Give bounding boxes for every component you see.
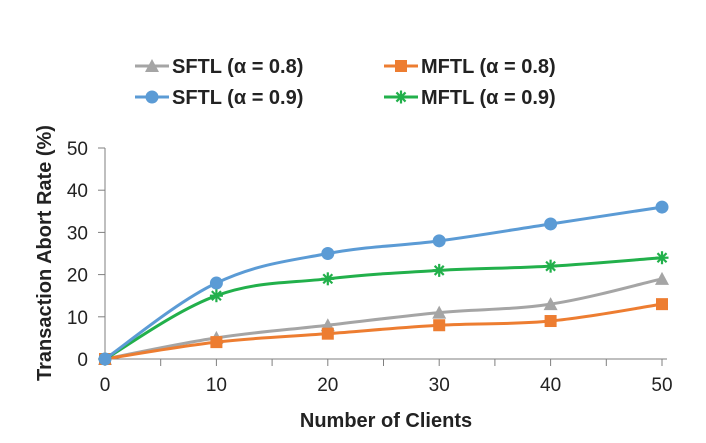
x-tick-label: 10	[206, 375, 227, 396]
series-line-circle	[104, 205, 663, 361]
series-line-triangle	[104, 277, 663, 361]
legend-marker-triangle	[145, 59, 159, 72]
data-point-star	[544, 259, 558, 273]
series-line-star	[104, 256, 663, 361]
y-tick-labels: 0 10 20 30 40 50	[67, 139, 105, 371]
series-line-square	[104, 302, 663, 361]
data-point-circle	[544, 217, 558, 231]
x-tick-label: 30	[429, 375, 450, 396]
data-point-star	[321, 272, 335, 286]
data-point-circle	[209, 276, 223, 290]
legend-label: SFTL (α = 0.9)	[172, 87, 303, 109]
data-point-circle	[98, 352, 112, 366]
y-axis-title: Transaction Abort Rate (%)	[34, 125, 56, 381]
y-tick-label: 50	[67, 139, 88, 160]
x-tick-label: 0	[100, 375, 111, 396]
legend-label: MFTL (α = 0.9)	[421, 87, 556, 109]
y-tick-label: 20	[67, 266, 88, 287]
data-point-triangle	[432, 305, 447, 319]
x-tick-labels: 0 10 20 30 40 50	[100, 359, 673, 396]
y-tick-label: 0	[77, 350, 88, 371]
data-point-square	[433, 319, 446, 332]
data-point-square	[321, 327, 334, 340]
data-point-circle	[321, 247, 335, 260]
data-point-circle	[655, 200, 669, 214]
data-point-star	[209, 289, 223, 303]
data-point-star	[432, 263, 446, 277]
legend-item: MFTL (α = 0.8)	[384, 56, 556, 78]
y-tick-label: 40	[67, 181, 88, 202]
legend-item: SFTL (α = 0.8)	[135, 56, 303, 78]
legend-item: SFTL (α = 0.9)	[135, 87, 303, 109]
legend-marker-star	[394, 90, 408, 104]
data-point-square	[544, 315, 557, 328]
data-point-star	[655, 251, 669, 265]
x-tick-label: 40	[540, 375, 561, 396]
y-tick-label: 30	[67, 223, 88, 244]
legend-label: MFTL (α = 0.8)	[421, 56, 556, 78]
data-point-circle	[432, 234, 446, 248]
data-point-square	[656, 298, 668, 311]
legend-label: SFTL (α = 0.8)	[172, 56, 303, 78]
legend-item: MFTL (α = 0.9)	[384, 87, 556, 109]
y-tick-label: 10	[67, 308, 88, 329]
x-tick-label: 50	[651, 375, 672, 396]
x-axis-title: Number of Clients	[300, 410, 472, 432]
data-point-triangle	[543, 297, 558, 311]
data-point-square	[210, 336, 223, 349]
legend-marker-circle	[145, 90, 159, 104]
data-point-triangle	[655, 271, 669, 285]
legend-marker-square	[395, 60, 407, 72]
series-group	[98, 200, 669, 366]
legend: SFTL (α = 0.8) MFTL (α = 0.8) SFTL (α = 0.…	[135, 56, 556, 109]
x-tick-label: 20	[317, 375, 338, 396]
